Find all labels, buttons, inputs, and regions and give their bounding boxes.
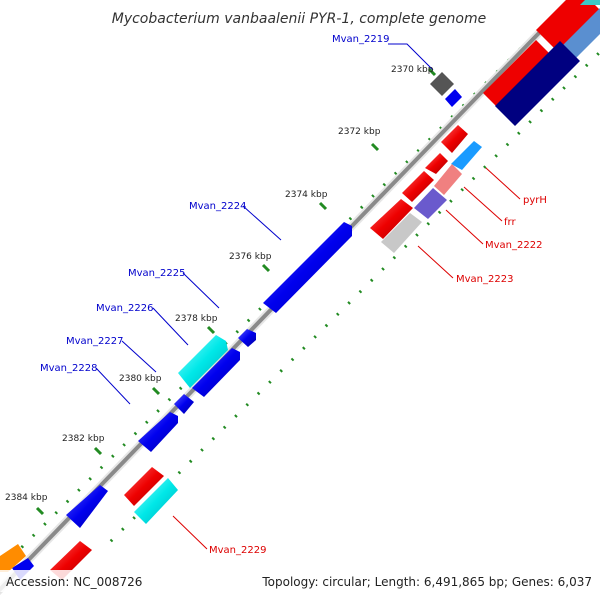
major-tick bbox=[261, 263, 271, 273]
cds-orange-edge[interactable] bbox=[0, 544, 26, 572]
footer-summary-bg bbox=[255, 570, 600, 592]
tick-label: 2370 kbp bbox=[391, 65, 434, 75]
gene-label-mvan-2227[interactable]: Mvan_2227 bbox=[66, 336, 123, 347]
gene-label-mvan-2222[interactable]: Mvan_2222 bbox=[485, 240, 542, 251]
gene-label-mvan-2229[interactable]: Mvan_2229 bbox=[209, 545, 266, 556]
cds-skyblue-pyrH[interactable] bbox=[451, 141, 482, 170]
reverse-cds-mvan-2217[interactable] bbox=[536, 0, 600, 52]
forward-cds-mvan-2228a[interactable] bbox=[174, 394, 194, 414]
cds-lightgray-mvan-2223[interactable] bbox=[381, 213, 422, 253]
tick-labels: 2370 kbp 2372 kbp 2374 kbp 2376 kbp 2378… bbox=[5, 65, 434, 503]
major-tick bbox=[206, 325, 216, 335]
forward-cds-mvan-2227[interactable] bbox=[192, 348, 240, 397]
forward-cds-mvan-2224[interactable] bbox=[263, 222, 352, 313]
reverse-cds-c[interactable] bbox=[402, 171, 434, 202]
footer-accession: Accession: NC_008726 bbox=[6, 575, 142, 589]
cyan-genes bbox=[134, 335, 228, 524]
map-title: Mycobacterium vanbaalenii PYR-1, complet… bbox=[112, 11, 487, 27]
cds-salmon-frr[interactable] bbox=[434, 164, 462, 195]
gene-label-pyrH[interactable]: pyrH bbox=[523, 195, 547, 206]
footer-accession-bg bbox=[0, 570, 160, 592]
major-tick bbox=[151, 386, 161, 396]
tick-label: 2380 kbp bbox=[119, 374, 162, 384]
forward-cds-mvan-2230[interactable] bbox=[66, 485, 108, 528]
forward-cds-mvan-2225[interactable] bbox=[238, 329, 256, 347]
major-ticks bbox=[35, 67, 437, 516]
cds-purple-mvan-2222[interactable] bbox=[414, 188, 447, 219]
tick-label: 2376 kbp bbox=[229, 252, 272, 262]
major-tick bbox=[318, 201, 328, 211]
reverse-cds-a[interactable] bbox=[441, 125, 468, 153]
major-tick bbox=[93, 446, 103, 456]
tick-label: 2378 kbp bbox=[175, 314, 218, 324]
outer-ring-genes bbox=[483, 0, 600, 126]
reverse-leader-lines bbox=[172, 167, 521, 550]
reverse-cds-mvan-2219a[interactable] bbox=[483, 40, 556, 113]
gene-label-mvan-2224[interactable]: Mvan_2224 bbox=[189, 201, 246, 212]
major-tick bbox=[35, 506, 45, 516]
tick-label: 2382 kbp bbox=[62, 434, 105, 444]
footer-summary: Topology: circular; Length: 6,491,865 bp… bbox=[261, 575, 592, 589]
gene-label-mvan-2228[interactable]: Mvan_2228 bbox=[40, 363, 97, 374]
forward-gene-labels: Mvan_2219 Mvan_2224 Mvan_2225 Mvan_2226 … bbox=[40, 34, 389, 374]
forward-strand-genes bbox=[0, 72, 462, 580]
forward-cds-mvan-2228b[interactable] bbox=[138, 412, 178, 452]
cds-teal-top[interactable] bbox=[580, 0, 600, 5]
reverse-strand-genes bbox=[50, 125, 482, 580]
gene-label-mvan-2225[interactable]: Mvan_2225 bbox=[128, 268, 185, 279]
major-tick bbox=[370, 142, 380, 152]
major-tick bbox=[427, 67, 437, 77]
tick-label: 2374 kbp bbox=[285, 190, 328, 200]
tick-label: 2372 kbp bbox=[338, 127, 381, 137]
gene-label-mvan-2223[interactable]: Mvan_2223 bbox=[456, 274, 513, 285]
gene-label-mvan-2219[interactable]: Mvan_2219 bbox=[332, 34, 389, 45]
reverse-cds-b[interactable] bbox=[425, 153, 448, 174]
cds-gray-mvan-2219[interactable] bbox=[430, 72, 454, 96]
cds-cyan-mvan-2226[interactable] bbox=[178, 335, 228, 388]
reverse-gene-labels: pyrH frr Mvan_2222 Mvan_2223 Mvan_2229 bbox=[209, 195, 547, 556]
cds-navy-mvan-2219b[interactable] bbox=[495, 41, 580, 126]
reverse-cds-mvan-2229[interactable] bbox=[124, 467, 164, 506]
cds-cyan-mvan-2229[interactable] bbox=[134, 478, 178, 524]
reverse-cds-d[interactable] bbox=[370, 199, 413, 239]
forward-leader-lines bbox=[95, 43, 434, 405]
gene-label-frr[interactable]: frr bbox=[504, 217, 516, 228]
inner-tick-track bbox=[108, 49, 600, 544]
tick-label: 2384 kbp bbox=[5, 493, 48, 503]
gene-label-mvan-2226[interactable]: Mvan_2226 bbox=[96, 303, 153, 314]
forward-cds-small[interactable] bbox=[445, 89, 462, 107]
